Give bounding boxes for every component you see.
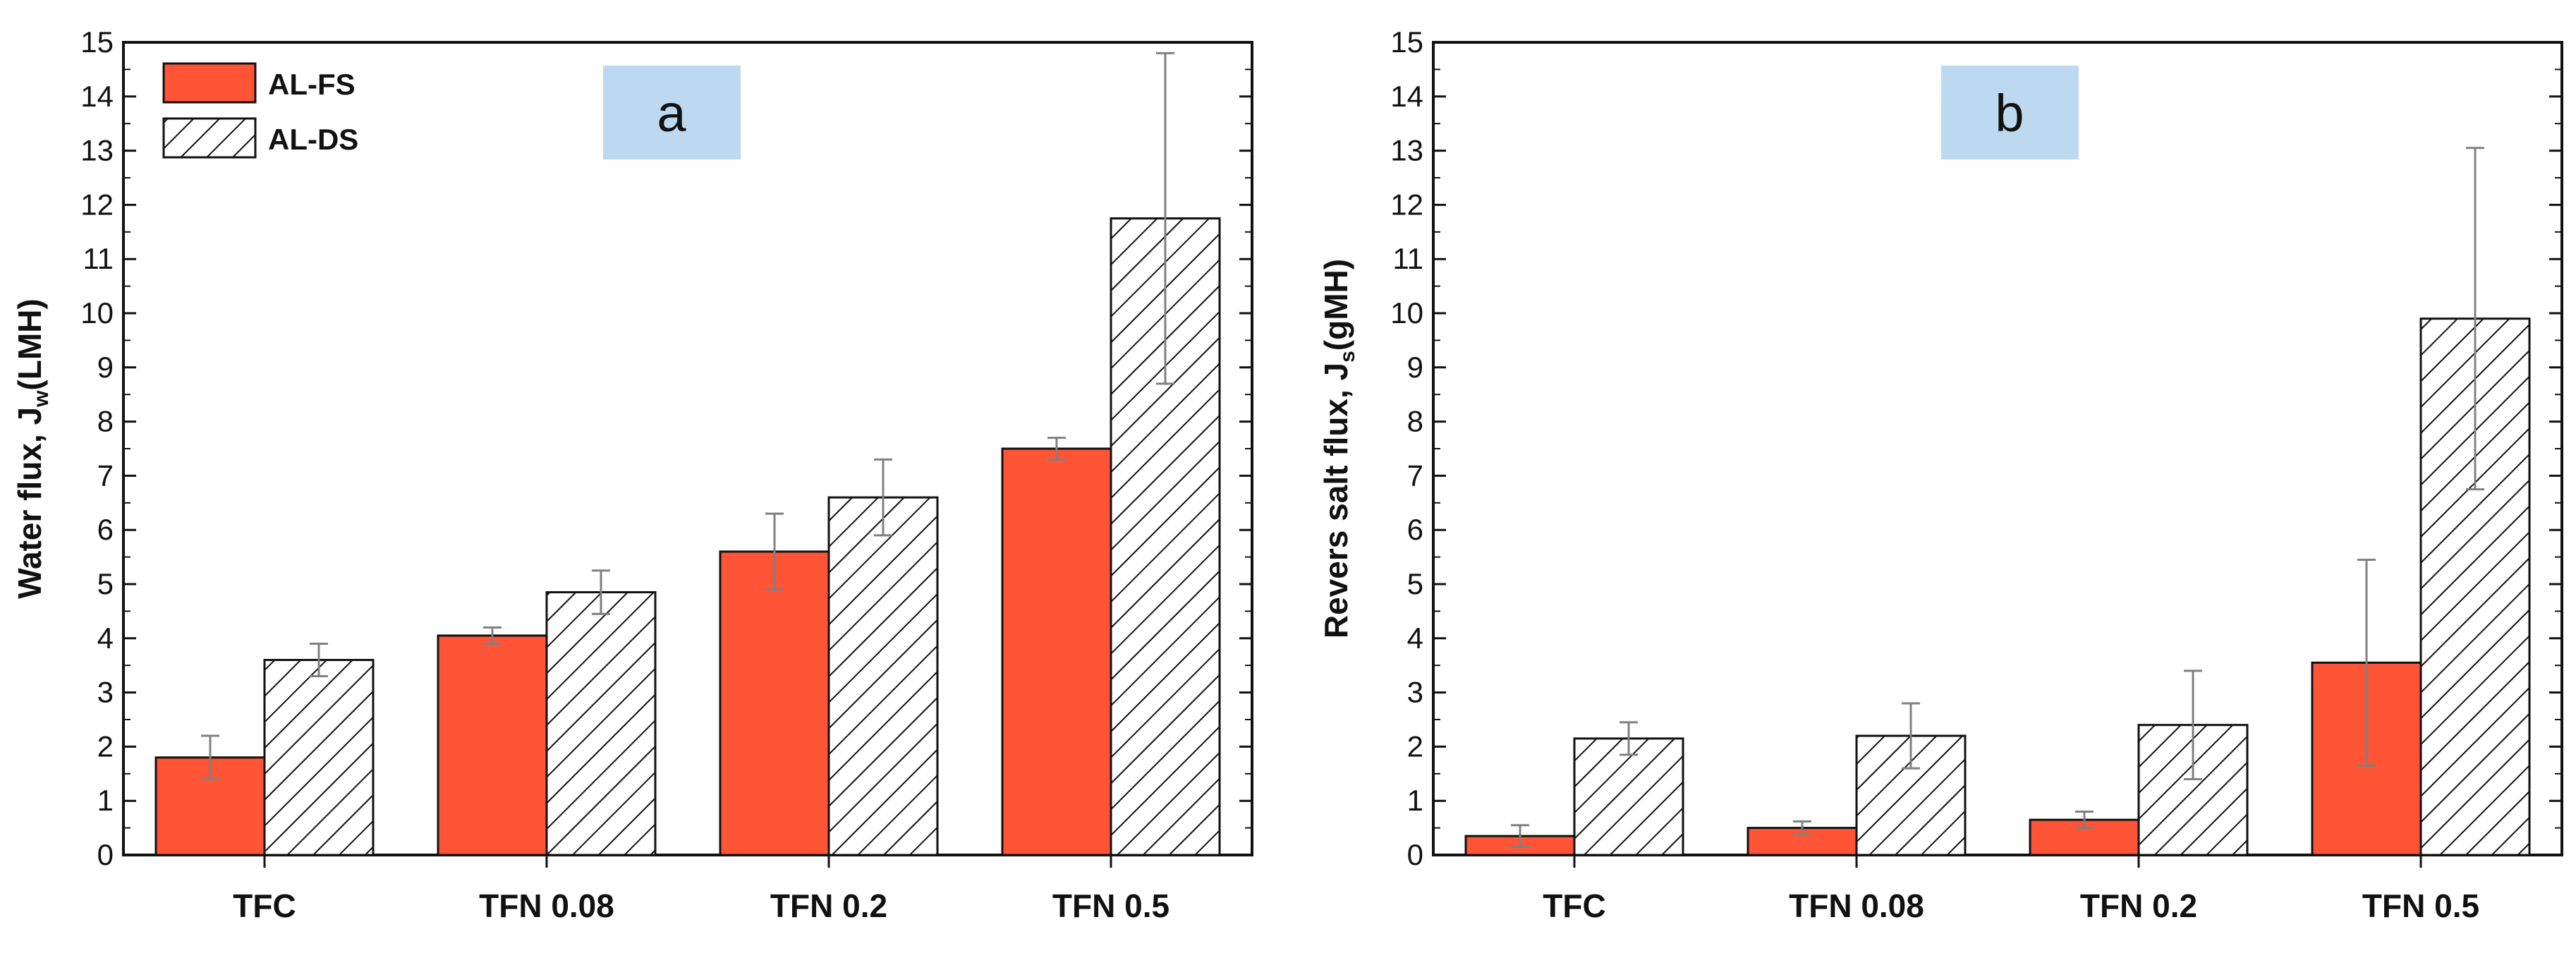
panel-b-y-axis-title: Revers salt flux, Js(gMH) (1318, 259, 1359, 638)
panel-a-bar-fs-3 (1001, 447, 1112, 856)
panel-b-y-tick-label: 13 (1390, 134, 1423, 167)
panel-a-category-label: TFC (233, 887, 296, 924)
panel-b-y-tick-label: 9 (1407, 351, 1423, 384)
panel-a-y-tick-label: 12 (80, 188, 114, 221)
legend-ds-label: AL-DS (268, 123, 358, 156)
panel-a-category-labels: TFC TFN 0.08 TFN 0.2 TFN 0.5 (233, 887, 1169, 924)
panel-b-category-label: TFC (1543, 887, 1605, 924)
panel-a-y-tick-label: 6 (97, 513, 114, 546)
legend-fs-label: AL-FS (268, 68, 356, 101)
panel-a-y-tick-label: 4 (97, 622, 114, 655)
panel-a-category-label: TFN 0.08 (479, 887, 614, 924)
panel-b-y-tick-label: 12 (1390, 188, 1423, 221)
panel-a-tag-box (603, 66, 741, 159)
panel-b-x-ticks (1573, 855, 2422, 868)
panel-a-y-ticks (123, 41, 1252, 856)
panel-a-y-tick-label: 11 (83, 242, 114, 275)
panel-a-y-tick-label: 0 (97, 838, 114, 871)
panel-b-category-label: TFN 0.5 (2362, 887, 2479, 924)
panel-b-y-tick-label: 15 (1390, 25, 1423, 59)
panel-b-y-tick-label: 4 (1407, 622, 1423, 655)
panel-a-y-tick-label: 5 (97, 567, 114, 600)
panel-a-bar-fs-2 (719, 550, 830, 856)
panel-a-bar-ds-1 (545, 591, 657, 856)
panel-a-y-tick-label: 7 (97, 459, 114, 492)
panel-a-y-tick-label: 13 (80, 134, 114, 167)
panel-a-tag-label: a (657, 84, 686, 143)
panel-a-y-tick-label: 3 (97, 676, 114, 709)
legend: AL-FS AL-DS (162, 62, 358, 159)
panel-b-category-label: TFN 0.08 (1789, 887, 1924, 924)
panel-a-y-tick-label: 8 (97, 405, 114, 438)
panel-a-error-bars (201, 51, 1174, 780)
panel-a-y-tick-label: 9 (97, 351, 114, 384)
panel-a-y-tick-label: 14 (80, 80, 114, 113)
panel-b-y-tick-label: 5 (1407, 567, 1423, 600)
panel-b-y-tick-label: 7 (1407, 459, 1423, 492)
panel-a-y-tick-label: 1 (97, 784, 114, 817)
panel-b-y-tick-label: 11 (1392, 242, 1423, 275)
panel-a-bars (154, 217, 1221, 856)
legend-ds-swatch (162, 117, 257, 159)
panel-b-tag-label: b (1995, 84, 2024, 143)
panel-b-y-tick-label: 2 (1407, 729, 1423, 763)
panel-a-category-label: TFN 0.2 (770, 887, 887, 924)
panel-a-y-tick-label: 2 (97, 729, 114, 763)
panel-a-y-tick-label: 10 (80, 296, 114, 329)
panel-b-y-tick-label: 10 (1390, 296, 1423, 329)
panel-a-y-tick-label: 15 (80, 25, 114, 59)
legend-fs-swatch (162, 62, 257, 104)
panel-b-category-labels: TFC TFN 0.08 TFN 0.2 TFN 0.5 (1543, 887, 2479, 924)
panel-b-y-tick-label: 1 (1407, 784, 1423, 817)
panel-b-error-bars (1511, 147, 2484, 848)
panel-b-bar-ds-0 (1573, 737, 1684, 856)
panel-b-y-tick-label: 3 (1407, 676, 1423, 709)
panel-b-y-tick-label: 6 (1407, 513, 1423, 546)
panel-b-y-tick-label: 14 (1390, 80, 1423, 113)
panel-b-y-tick-label: 8 (1407, 405, 1423, 438)
panel-a-bar-fs-1 (437, 634, 548, 856)
panel-b-tag-box (1941, 66, 2079, 159)
panel-a-category-label: TFN 0.5 (1052, 887, 1169, 924)
panel-a-x-ticks (263, 855, 1112, 868)
panel-a-bar-ds-2 (827, 496, 939, 856)
panel-b-y-tick-label: 0 (1407, 838, 1423, 871)
panel-a-bar-ds-0 (263, 659, 375, 856)
panel-b-category-label: TFN 0.2 (2080, 887, 2197, 924)
panel-b-bars (1464, 317, 2531, 856)
panel-a-y-axis-title: Water flux, Jw(LMH) (11, 298, 53, 598)
panel-b-y-ticks (1433, 41, 2562, 856)
